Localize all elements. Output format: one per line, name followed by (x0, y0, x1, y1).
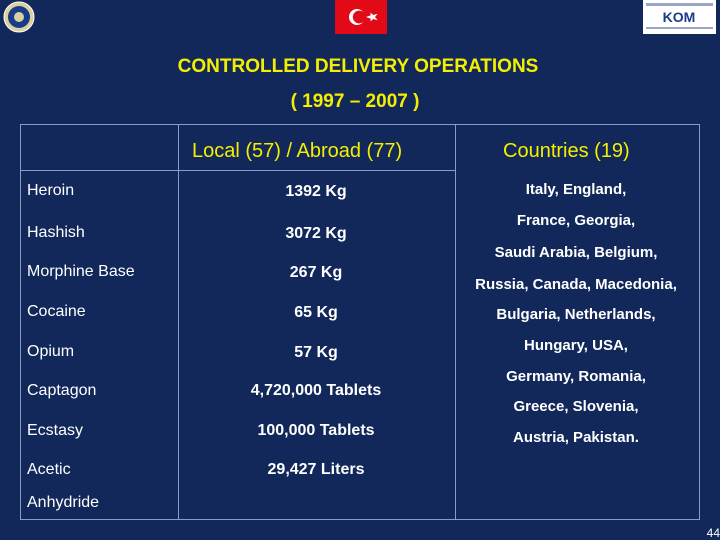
header-amount: Local (57) / Abroad (77) (192, 140, 403, 162)
table-right-border (699, 124, 700, 520)
country-list-line: Greece, Slovenia, (513, 398, 639, 415)
drug-amount: 267 Kg (289, 264, 343, 281)
kom-logo-text: KOM (663, 9, 696, 25)
drug-name: Cocaine (27, 303, 86, 320)
country-list-line: Austria, Pakistan. (513, 429, 639, 446)
table-bottom-border (20, 519, 700, 520)
drug-amount: 65 Kg (294, 304, 338, 321)
drug-amount: 29,427 Liters (267, 461, 365, 478)
drug-amount: 1392 Kg (285, 183, 347, 200)
drug-amount: 3072 Kg (285, 225, 347, 242)
police-emblem-logo (2, 0, 36, 34)
drug-name: Heroin (27, 182, 75, 199)
country-list-line: Italy, England, (525, 181, 627, 198)
page-subtitle-years: ( 1997 – 2007 ) (290, 91, 420, 112)
kom-logo: KOM (643, 0, 716, 34)
country-list-line: France, Georgia, (516, 212, 636, 229)
drug-amount: 57 Kg (294, 344, 338, 361)
drug-amount: 100,000 Tablets (257, 422, 375, 439)
table-left-border (20, 124, 21, 520)
table-top-border (20, 124, 700, 125)
table-col1-divider (178, 124, 179, 520)
country-list-line: Hungary, USA, (524, 337, 628, 354)
drug-name: Acetic (27, 461, 71, 478)
table-col2-divider (455, 124, 456, 520)
table-header-divider (20, 170, 456, 171)
drug-name: Captagon (27, 382, 97, 399)
drug-name: Ecstasy (27, 422, 84, 439)
page-title: CONTROLLED DELIVERY OPERATIONS (177, 56, 539, 77)
country-list-line: Germany, Romania, (506, 368, 646, 385)
drug-name-continuation: Anhydride (27, 494, 100, 511)
drug-amount: 4,720,000 Tablets (250, 382, 382, 399)
country-list-line: Russia, Canada, Macedonia, (475, 276, 677, 293)
drug-name: Opium (27, 343, 75, 360)
turkish-flag-icon (335, 0, 387, 34)
drug-name: Morphine Base (27, 263, 135, 280)
country-list-line: Bulgaria, Netherlands, (496, 306, 656, 323)
country-list-line: Saudi Arabia, Belgium, (494, 244, 658, 261)
page-number: 44 (706, 526, 720, 540)
drug-name: Hashish (27, 224, 85, 241)
header-countries: Countries (19) (503, 140, 630, 162)
